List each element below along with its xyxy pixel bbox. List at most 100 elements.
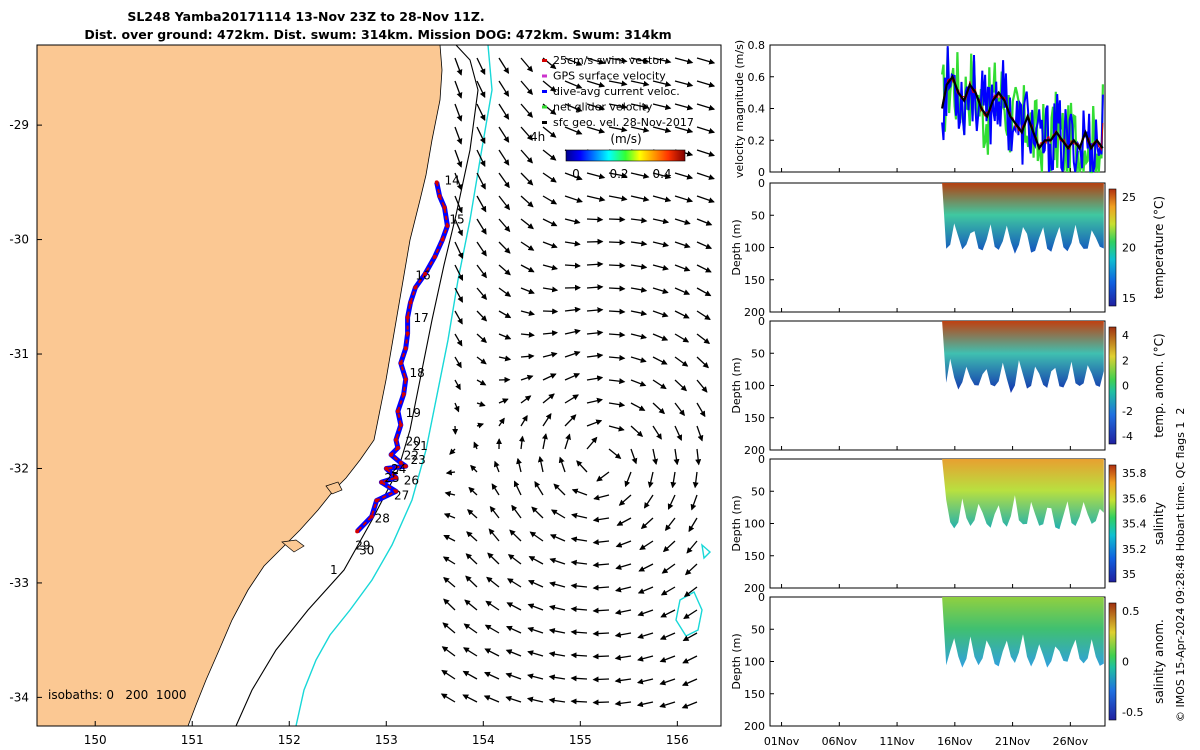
track-point-4 [440, 237, 445, 242]
velocity-arrow-80 [630, 195, 650, 202]
velocity-arrow-286 [660, 586, 676, 596]
depth-ylabel-3: Depth (m) [730, 633, 743, 689]
velocity-arrow-292 [527, 603, 544, 611]
velocity-arrow-257 [549, 534, 566, 542]
depth-tick-0-1: 50 [751, 209, 765, 222]
velocity-arrow-173 [564, 373, 581, 381]
velocity-arrow-284 [615, 586, 632, 593]
track-point-11 [403, 346, 408, 351]
velocity-arrow-255 [509, 529, 522, 542]
section-data-salinity [942, 459, 1104, 530]
velocity-arrow-35 [696, 103, 716, 111]
velocity-arrow-145 [476, 333, 487, 344]
velocity-arrow-177 [652, 379, 667, 390]
velocity-arrow-310 [659, 632, 676, 640]
velocity-arrow-110 [498, 264, 511, 276]
velocity-arrow-195 [520, 414, 528, 427]
velocity-arrow-268 [528, 556, 544, 565]
depth-tick-3-0: 0 [758, 591, 765, 604]
legend-label-0: 25cm/s swim vector [553, 54, 664, 67]
track-point-7 [413, 285, 418, 290]
velocity-arrow-73 [476, 195, 487, 213]
velocity-arrow-246 [571, 512, 588, 519]
track-point-2 [442, 205, 447, 210]
velocity-arrow-347 [681, 701, 698, 709]
velocity-arrow-251 [688, 517, 698, 533]
velocity-arrow-134 [498, 310, 512, 319]
section-temperature: 0 50 100 150 200 Depth (m) 25 20 15 temperature (… [730, 177, 1166, 319]
cbtick-temp_anom-0: 4 [1122, 329, 1129, 342]
velocity-arrow-333 [636, 678, 654, 685]
velocity-arrow-233 [553, 483, 566, 496]
velocity-arrow-256 [529, 531, 544, 542]
velocity-arrow-132 [454, 310, 463, 325]
velocity-arrow-162 [586, 352, 604, 359]
velocity-arrow-169 [476, 379, 487, 386]
legend-swatch-4 [542, 121, 547, 124]
velocity-arrow-46 [674, 126, 694, 134]
velocity-arrow-156 [454, 356, 462, 369]
velocity-arrow-114 [586, 261, 604, 268]
velocity-arrow-38 [498, 126, 510, 143]
map-xtick-1: 151 [181, 733, 204, 747]
velocity-arrow-335 [681, 678, 698, 686]
title-line-1: SL248 Yamba20171114 13-Nov 23Z to 28-Nov… [127, 9, 484, 24]
velocity-arrow-334 [659, 678, 676, 686]
velocity-arrow-157 [476, 356, 487, 365]
velocity-arrow-166 [674, 356, 689, 367]
track-point-14 [401, 392, 406, 397]
velocity-arrow-303 [506, 625, 522, 634]
velocity-arrow-9 [652, 57, 672, 64]
cbtick-temp_anom-3: -2 [1122, 405, 1133, 418]
velocity-arrow-119 [696, 264, 712, 273]
map-ytick-3: -32 [9, 461, 29, 475]
velocity-arrow-272 [615, 563, 632, 570]
velocity-arrow-19 [608, 80, 628, 87]
velocity-arrow-171 [520, 374, 534, 381]
velocity-arrow-212 [630, 448, 638, 465]
velocity-arrow-291 [506, 602, 522, 611]
legend-label-2: dive-avg current veloc. [553, 85, 680, 98]
velocity-arrow-278 [486, 576, 500, 588]
day-label-7: 21 [412, 439, 427, 453]
velocity-arrow-339 [505, 695, 522, 703]
velocity-arrow-83 [696, 195, 715, 204]
velocity-arrow-302 [484, 624, 500, 634]
isobath-1000 [295, 45, 493, 726]
velocity-arrow-271 [592, 561, 610, 568]
velocity-arrow-98 [498, 241, 511, 254]
velocity-arrow-24 [454, 103, 463, 122]
velocity-arrow-330 [570, 675, 588, 682]
velocity-arrow-117 [652, 264, 669, 271]
depth-tick-1-1: 50 [751, 347, 765, 360]
depth-ylabel-1: Depth (m) [730, 357, 743, 413]
track-point-1 [437, 194, 442, 199]
velocity-arrow-167 [696, 356, 709, 369]
colorbar-tick-1: 0.2 [609, 167, 628, 181]
velocity-arrow-122 [498, 287, 512, 297]
velocity-arrow-176 [630, 379, 647, 387]
day-label-11: 25 [384, 471, 399, 485]
velocity-arrow-76 [542, 195, 558, 205]
velocity-arrow-161 [564, 350, 581, 358]
section-temp_anom: 0 50 100 150 200 Depth (m) 4 2 0 -2 -4 temp. anom. … [730, 315, 1166, 457]
track-point-10 [405, 331, 410, 336]
velocity-arrow-128 [630, 286, 648, 293]
vel-ytick-1: 0.2 [748, 134, 766, 147]
velocity-arrow-261 [639, 540, 654, 550]
velocity-arrow-1 [476, 57, 486, 76]
depth-ylabel-0: Depth (m) [730, 219, 743, 275]
velocity-arrow-219 [516, 457, 522, 473]
cbtick-salinity-3: 35.2 [1122, 543, 1147, 556]
velocity-arrow-232 [534, 481, 544, 496]
velocity-arrow-26 [498, 103, 510, 120]
vel-line-dive [941, 46, 1104, 173]
velocity-arrow-215 [695, 448, 702, 466]
velocity-arrow-253 [466, 531, 478, 542]
velocity-arrow-187 [608, 401, 626, 408]
depth-tick-2-3: 150 [744, 550, 765, 563]
depth-tick-3-2: 100 [744, 656, 765, 669]
velocity-arrow-142 [674, 310, 690, 319]
velocity-arrow-236 [618, 494, 632, 506]
